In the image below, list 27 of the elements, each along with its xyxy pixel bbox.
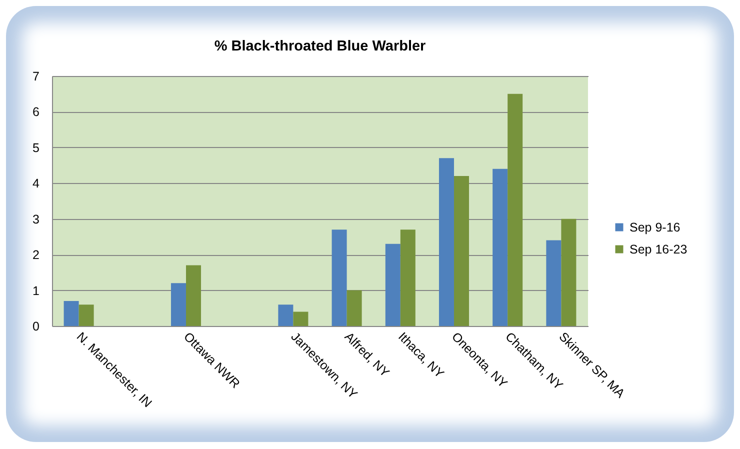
- legend-label: Sep 16-23: [630, 242, 688, 256]
- y-tick-label: 6: [32, 105, 40, 120]
- chart-title: % Black-throated Blue Warbler: [214, 38, 426, 54]
- y-tick-label: 5: [32, 140, 40, 155]
- bar: [385, 244, 400, 326]
- y-tick-label: 1: [32, 284, 40, 298]
- bar: [561, 218, 576, 326]
- bar: [546, 240, 562, 326]
- bar: [508, 94, 523, 326]
- bar: [438, 158, 454, 326]
- bar: [293, 312, 308, 326]
- bar: [332, 230, 347, 326]
- legend-label: Sep 9-16: [630, 220, 680, 234]
- y-tick-label: 2: [32, 248, 40, 262]
- bar: [278, 304, 294, 326]
- bar: [346, 290, 362, 326]
- y-tick-label: 0: [32, 320, 40, 334]
- y-tick-label: 4: [32, 176, 40, 191]
- bar: [454, 176, 470, 326]
- bar: [78, 304, 94, 326]
- bar: [400, 230, 416, 326]
- bar: [64, 301, 79, 326]
- bar: [186, 265, 202, 326]
- bar: [492, 168, 508, 326]
- y-tick-label: 3: [32, 212, 40, 226]
- y-tick-label: 7: [32, 70, 40, 84]
- bar: [170, 283, 186, 326]
